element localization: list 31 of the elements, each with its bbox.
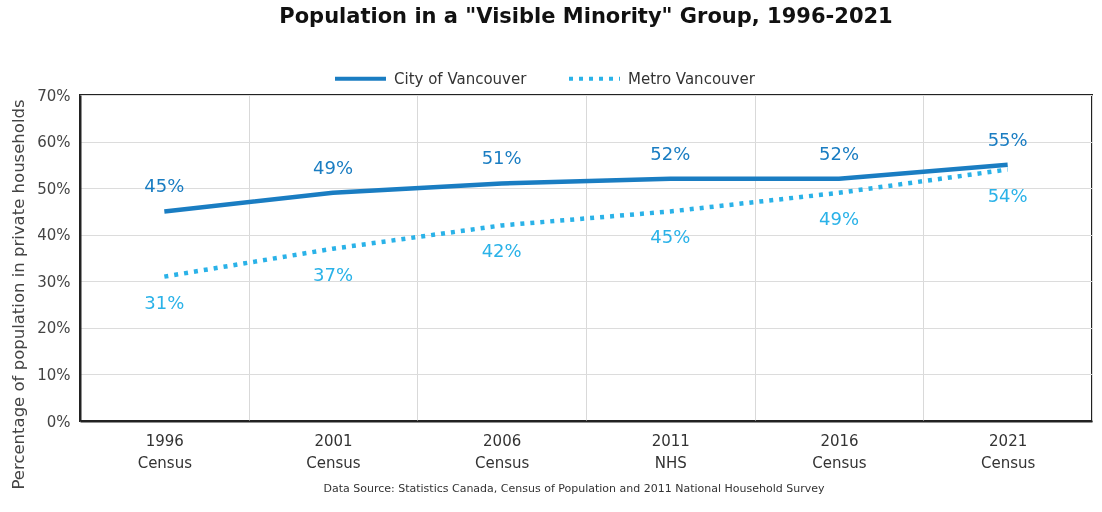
data-label: 49% <box>312 156 354 178</box>
y-tick-label: 70% <box>37 86 71 105</box>
data-label: 55% <box>987 128 1028 150</box>
x-tick-label: 2021 Census <box>980 431 1036 472</box>
legend-label: Metro Vancouver <box>628 69 756 88</box>
x-tick-label: 2011 NHS <box>651 431 690 472</box>
x-tick-label: 2006 Census <box>474 431 530 472</box>
data-label: 54% <box>987 184 1028 206</box>
chart-title: Population in a "Visible Minority" Group, 1996-2021 <box>279 4 893 28</box>
x-tick-label: 1996 Census <box>137 431 193 472</box>
y-tick-label: 10% <box>37 365 71 384</box>
data-label: 51% <box>481 147 522 169</box>
y-tick-label: 40% <box>37 226 71 245</box>
y-tick-label: 0% <box>46 412 71 431</box>
y-tick-label: 20% <box>37 319 71 338</box>
data-label: 45% <box>650 226 691 248</box>
data-label: 49% <box>818 207 860 229</box>
x-tick-label: 2001 Census <box>306 431 361 472</box>
legend-label: City of Vancouver <box>394 69 528 88</box>
data-label: 37% <box>312 263 354 285</box>
data-label: 42% <box>481 240 522 262</box>
y-tick-label: 50% <box>37 179 71 198</box>
x-tick-label: 2016 Census <box>812 431 867 472</box>
data-label: 52% <box>650 142 691 164</box>
data-label: 45% <box>144 175 185 197</box>
data-label: 31% <box>144 291 185 313</box>
y-tick-label: 30% <box>37 272 71 291</box>
y-tick-label: 60% <box>37 133 71 152</box>
data-label: 52% <box>818 142 860 164</box>
source-note: Data Source: Statistics Canada, Census of Population and 2011 National Household Survey <box>323 482 826 495</box>
y-axis-title: Percentage of population in private households <box>9 99 29 490</box>
